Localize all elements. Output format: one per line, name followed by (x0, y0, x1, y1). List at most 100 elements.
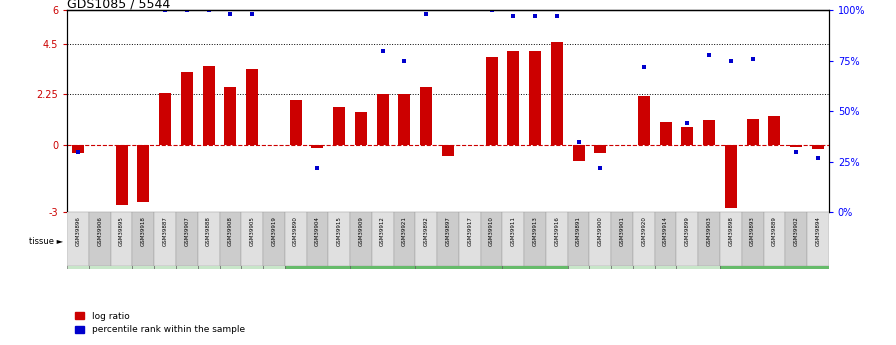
Bar (263, 214, 285, 269)
Point (71, 149, 85, 155)
Text: uteri
ne
corp
us, m: uteri ne corp us, m (659, 231, 673, 252)
Bar (763, 212, 785, 266)
Bar (573, 145, 584, 161)
Text: brain, front
al cortex: brain, front al cortex (128, 236, 159, 247)
Text: GSM39918: GSM39918 (141, 216, 146, 246)
Point (637, 64, 651, 70)
Point (202, 8, 216, 13)
Bar (459, 212, 480, 266)
Text: brain,
tem
poral
cortex: brain, tem poral cortex (178, 231, 195, 252)
Point (506, 14, 521, 19)
Bar (720, 212, 742, 266)
Bar (116, 145, 127, 205)
Bar (507, 51, 520, 145)
Bar (416, 212, 437, 266)
Point (789, 149, 804, 155)
Point (702, 52, 716, 58)
Point (724, 58, 738, 63)
Bar (681, 127, 694, 145)
Bar (529, 51, 541, 145)
Text: GSM39913: GSM39913 (532, 216, 538, 246)
Text: GSM39907: GSM39907 (185, 216, 189, 246)
Text: lung: lung (312, 239, 323, 244)
Bar (67, 212, 89, 266)
Bar (220, 212, 241, 266)
Bar (263, 212, 285, 266)
Text: GSM39916: GSM39916 (555, 216, 559, 246)
Bar (568, 212, 590, 266)
Bar (72, 145, 84, 153)
Point (485, 8, 499, 13)
Text: GSM39901: GSM39901 (619, 216, 625, 246)
Text: bladder: bladder (100, 239, 121, 244)
Bar (590, 214, 611, 269)
Bar (198, 212, 220, 266)
Text: GSM39902: GSM39902 (794, 216, 798, 246)
Point (811, 155, 825, 160)
Bar (698, 212, 720, 266)
Bar (655, 214, 676, 269)
Text: GSM39915: GSM39915 (337, 216, 341, 246)
Bar (486, 58, 497, 145)
Text: prostate: prostate (448, 239, 470, 244)
Bar (67, 214, 89, 269)
Bar (790, 145, 802, 147)
Bar (503, 214, 568, 269)
Text: GSM39897: GSM39897 (445, 216, 451, 246)
Bar (154, 214, 176, 269)
Bar (746, 119, 759, 145)
Text: GSM39895: GSM39895 (119, 216, 125, 246)
Bar (312, 145, 323, 148)
Point (745, 56, 760, 61)
Point (572, 139, 586, 144)
Text: adrenal: adrenal (68, 239, 88, 244)
Bar (590, 212, 611, 266)
Text: GSM39908: GSM39908 (228, 216, 233, 246)
Bar (202, 66, 215, 145)
Text: tissue ►: tissue ► (29, 237, 63, 246)
Legend: log ratio, percentile rank within the sample: log ratio, percentile rank within the sa… (72, 308, 248, 338)
Bar (807, 212, 829, 266)
Bar (611, 212, 633, 266)
Point (245, 12, 259, 17)
Bar (480, 212, 503, 266)
Bar (703, 120, 715, 145)
Point (528, 14, 542, 19)
Bar (355, 112, 367, 145)
Bar (633, 214, 655, 269)
Bar (551, 42, 563, 145)
Text: GSM39893: GSM39893 (750, 216, 755, 246)
Text: GSM39911: GSM39911 (511, 216, 516, 246)
Bar (285, 212, 306, 266)
Bar (437, 212, 459, 266)
Bar (812, 145, 824, 149)
Text: GSM39892: GSM39892 (424, 216, 429, 246)
Text: GSM39888: GSM39888 (206, 216, 211, 246)
Bar (376, 95, 389, 145)
Text: ovary: ovary (375, 239, 390, 244)
Bar (224, 87, 237, 145)
Bar (333, 107, 345, 145)
Point (310, 165, 324, 170)
Text: GSM39894: GSM39894 (815, 216, 821, 246)
Text: GSM39906: GSM39906 (98, 216, 102, 246)
Bar (785, 212, 807, 266)
Bar (176, 214, 198, 269)
Text: GSM39904: GSM39904 (314, 216, 320, 246)
Text: salivary gland,
parotid: salivary gland, parotid (515, 236, 555, 247)
Bar (159, 93, 171, 145)
Bar (241, 212, 263, 266)
Point (593, 165, 607, 170)
Text: vagi
na: vagi na (769, 236, 780, 247)
Text: GSM39920: GSM39920 (642, 216, 646, 246)
Bar (568, 214, 590, 269)
Bar (285, 214, 350, 269)
Text: GSM39896: GSM39896 (75, 216, 81, 246)
Bar (659, 122, 672, 145)
Text: GSM39903: GSM39903 (707, 216, 711, 246)
Bar (633, 212, 655, 266)
Bar (89, 212, 111, 266)
Point (680, 121, 694, 126)
Text: GSM39914: GSM39914 (663, 216, 668, 246)
Bar (89, 214, 133, 269)
